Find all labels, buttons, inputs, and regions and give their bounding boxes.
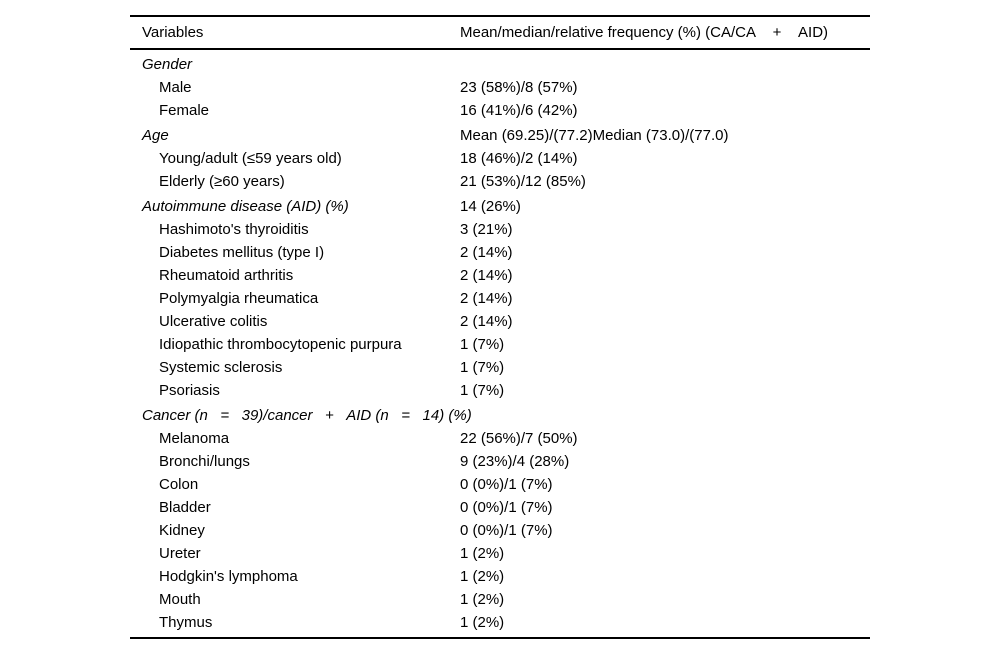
table-row: Bladder 0 (0%)/1 (7%) <box>130 496 870 519</box>
row-label: Female <box>159 101 210 119</box>
table-row: Thymus 1 (2%) <box>130 611 870 634</box>
row-label: Hodgkin's lymphoma <box>159 567 298 585</box>
row-label: Male <box>159 78 192 96</box>
table-row: Diabetes mellitus (type I) 2 (14%) <box>130 241 870 264</box>
row-label: Systemic sclerosis <box>159 358 283 376</box>
table-row: Age Mean (69.25)/(77.2)Median (73.0)/(77… <box>130 124 870 147</box>
row-label: Gender <box>142 55 193 73</box>
table-row: Female 16 (41%)/6 (42%) <box>130 99 870 122</box>
table-row: Kidney 0 (0%)/1 (7%) <box>130 519 870 542</box>
row-label: Cancer (n = 39)/cancer + AID (n = 14) (%… <box>142 406 472 424</box>
row-value: 1 (2%) <box>460 613 505 631</box>
row-value: 1 (2%) <box>460 544 505 562</box>
row-value: 1 (7%) <box>460 358 505 376</box>
table-row: Autoimmune disease (AID) (%) 14 (26%) <box>130 195 870 218</box>
table-bottom-rule <box>130 636 870 639</box>
row-label: Polymyalgia rheumatica <box>159 289 319 307</box>
table-row: Elderly (≥60 years) 21 (53%)/12 (85%) <box>130 170 870 193</box>
row-label: Diabetes mellitus (type I) <box>159 243 325 261</box>
row-label: Ureter <box>159 544 201 562</box>
row-value: 2 (14%) <box>460 243 513 261</box>
table-row: Hodgkin's lymphoma 1 (2%) <box>130 565 870 588</box>
column-header-values: Mean/median/relative frequency (%) (CA/C… <box>460 23 829 41</box>
table-row: Systemic sclerosis 1 (7%) <box>130 356 870 379</box>
row-label: Bronchi/lungs <box>159 452 250 470</box>
row-value: 14 (26%) <box>460 197 521 215</box>
row-value: 2 (14%) <box>460 289 513 307</box>
table-row: Polymyalgia rheumatica 2 (14%) <box>130 287 870 310</box>
table-header-row: Variables Mean/median/relative frequency… <box>130 17 870 48</box>
row-value: 0 (0%)/1 (7%) <box>460 475 553 493</box>
row-label: Idiopathic thrombocytopenic purpura <box>159 335 402 353</box>
row-value: 23 (58%)/8 (57%) <box>460 78 578 96</box>
row-value <box>472 404 870 427</box>
column-header-variables: Variables <box>142 23 204 41</box>
table-row: Rheumatoid arthritis 2 (14%) <box>130 264 870 287</box>
row-label: Autoimmune disease (AID) (%) <box>142 197 349 215</box>
table-row: Ulcerative colitis 2 (14%) <box>130 310 870 333</box>
row-value: 1 (2%) <box>460 567 505 585</box>
row-value: 16 (41%)/6 (42%) <box>460 101 578 119</box>
row-value: 1 (2%) <box>460 590 505 608</box>
row-value: 22 (56%)/7 (50%) <box>460 429 578 447</box>
table-top-rule <box>130 15 870 17</box>
row-value: Mean (69.25)/(77.2)Median (73.0)/(77.0) <box>460 126 729 144</box>
table-row: Bronchi/lungs 9 (23%)/4 (28%) <box>130 450 870 473</box>
row-value: 2 (14%) <box>460 266 513 284</box>
table-body: Gender Male 23 (58%)/8 (57%) Female 16 (… <box>130 50 870 637</box>
row-label: Thymus <box>159 613 213 631</box>
row-value: 21 (53%)/12 (85%) <box>460 172 586 190</box>
row-value: 1 (7%) <box>460 335 505 353</box>
row-label: Kidney <box>159 521 205 539</box>
table-row: Male 23 (58%)/8 (57%) <box>130 76 870 99</box>
row-value: 3 (21%) <box>460 220 513 238</box>
table-row: Mouth 1 (2%) <box>130 588 870 611</box>
row-label: Age <box>142 126 169 144</box>
row-label: Ulcerative colitis <box>159 312 268 330</box>
row-label: Elderly (≥60 years) <box>159 172 285 190</box>
row-label: Rheumatoid arthritis <box>159 266 294 284</box>
row-value: 18 (46%)/2 (14%) <box>460 149 578 167</box>
table-row: Ureter 1 (2%) <box>130 542 870 565</box>
table-row: Young/adult (≤59 years old) 18 (46%)/2 (… <box>130 147 870 170</box>
summary-table: Variables Mean/median/relative frequency… <box>130 15 870 639</box>
table-row: Cancer (n = 39)/cancer + AID (n = 14) (%… <box>130 404 870 427</box>
table-row: Hashimoto's thyroiditis 3 (21%) <box>130 218 870 241</box>
table-row: Gender <box>130 53 870 76</box>
row-label: Bladder <box>159 498 211 516</box>
table-row: Melanoma 22 (56%)/7 (50%) <box>130 427 870 450</box>
table-row: Colon 0 (0%)/1 (7%) <box>130 473 870 496</box>
row-label: Mouth <box>159 590 201 608</box>
table-row: Idiopathic thrombocytopenic purpura 1 (7… <box>130 333 870 356</box>
row-label: Melanoma <box>159 429 230 447</box>
row-label: Young/adult (≤59 years old) <box>159 149 342 167</box>
table-row: Psoriasis 1 (7%) <box>130 379 870 402</box>
row-value: 9 (23%)/4 (28%) <box>460 452 570 470</box>
row-value: 2 (14%) <box>460 312 513 330</box>
row-value: 1 (7%) <box>460 381 505 399</box>
row-value: 0 (0%)/1 (7%) <box>460 521 553 539</box>
row-value: 0 (0%)/1 (7%) <box>460 498 553 516</box>
row-label: Psoriasis <box>159 381 220 399</box>
table-header-rule <box>130 47 870 50</box>
row-label: Hashimoto's thyroiditis <box>159 220 309 238</box>
row-label: Colon <box>159 475 199 493</box>
row-value <box>460 53 870 76</box>
